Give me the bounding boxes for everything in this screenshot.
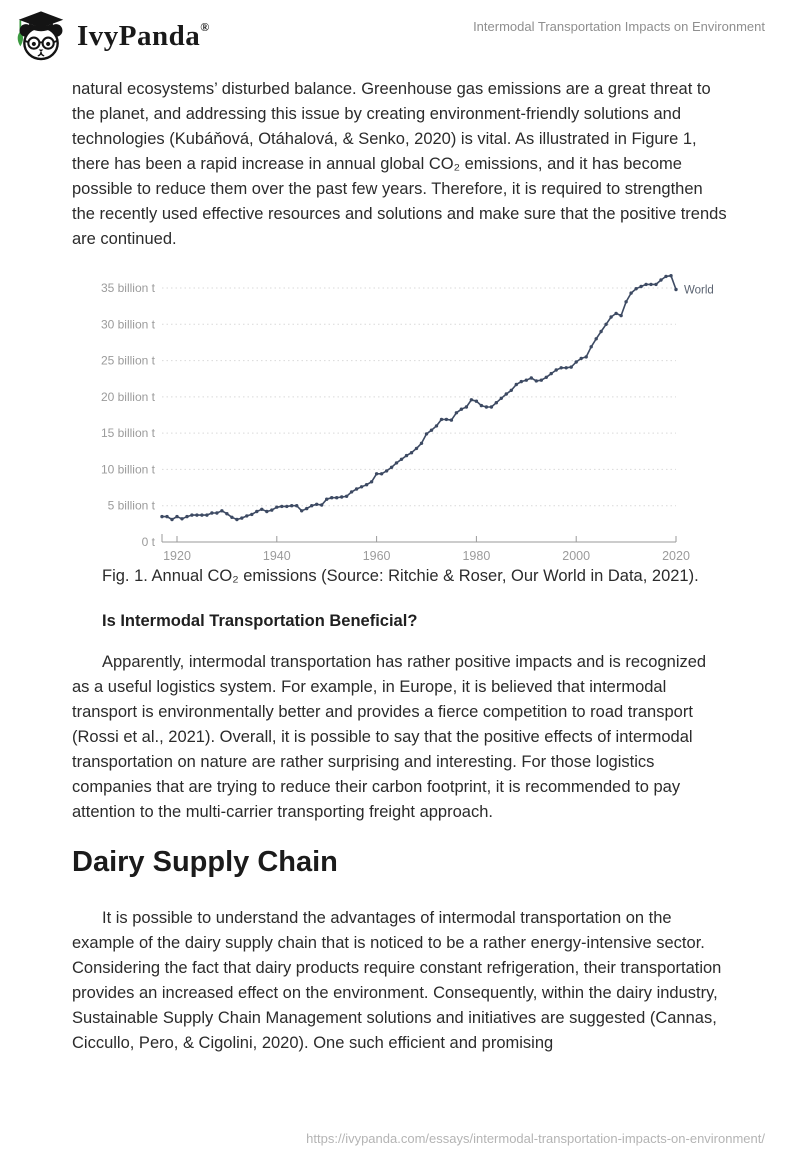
svg-text:1920: 1920 (163, 549, 191, 563)
svg-text:30 billion t: 30 billion t (101, 317, 156, 331)
registered-mark: ® (200, 19, 210, 34)
running-head-title: Intermodal Transportation Impacts on Env… (473, 19, 765, 34)
svg-text:25 billion t: 25 billion t (101, 354, 156, 368)
svg-text:0 t: 0 t (142, 535, 156, 549)
ivypanda-panda-logo-icon (17, 11, 64, 61)
svg-text:20 billion t: 20 billion t (101, 390, 156, 404)
page-footer: https://ivypanda.com/essays/intermodal-t… (306, 1131, 765, 1146)
section-heading-beneficial: Is Intermodal Transportation Beneficial? (102, 612, 418, 630)
svg-text:World: World (684, 285, 714, 297)
source-url-link[interactable]: https://ivypanda.com/essays/intermodal-t… (306, 1131, 765, 1146)
brand: IvyPanda® (14, 8, 209, 64)
svg-text:1980: 1980 (462, 549, 490, 563)
essay-content: natural ecosystems’ disturbed balance. G… (72, 77, 728, 1056)
svg-text:2000: 2000 (562, 549, 590, 563)
svg-text:35 billion t: 35 billion t (101, 281, 156, 295)
svg-text:15 billion t: 15 billion t (101, 426, 156, 440)
co2-emissions-figure: 0 t 5 billion t 10 billion t 15 billion t 20… (94, 264, 734, 564)
svg-text:1960: 1960 (363, 549, 391, 563)
paragraph-dairy: It is possible to understand the advanta… (72, 909, 722, 1052)
section-heading-dairy: Dairy Supply Chain (72, 846, 338, 878)
svg-text:5 billion t: 5 billion t (108, 499, 156, 513)
svg-text:10 billion t: 10 billion t (101, 462, 156, 476)
paragraph-intro: natural ecosystems’ disturbed balance. G… (72, 80, 727, 248)
brand-name: IvyPanda® (77, 19, 210, 52)
svg-text:1940: 1940 (263, 549, 291, 563)
figure-caption: Fig. 1. Annual CO₂ emissions (Source: Ri… (102, 567, 699, 585)
co2-chart-svg: 0 t 5 billion t 10 billion t 15 billion t 20… (101, 274, 714, 563)
svg-text:2020: 2020 (662, 549, 690, 563)
paragraph-beneficial: Apparently, intermodal transportation ha… (72, 653, 707, 821)
page-header: IvyPanda® Intermodal Transportation Impa… (0, 0, 800, 68)
